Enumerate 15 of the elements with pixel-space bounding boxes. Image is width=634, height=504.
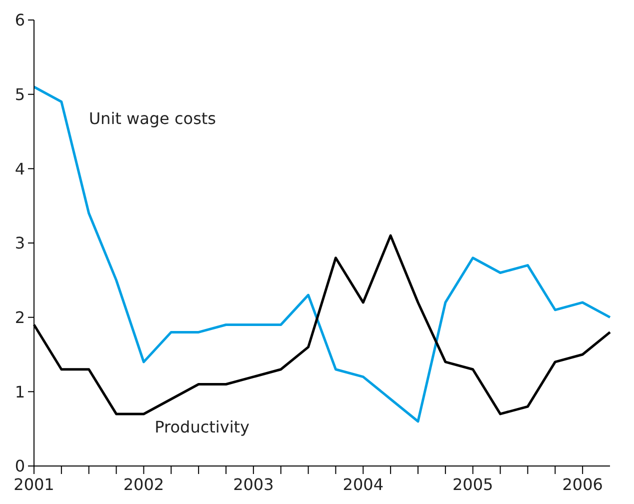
x-tick-label: 2003 [233, 475, 274, 494]
y-tick-label: 5 [14, 84, 25, 104]
y-tick-label: 0 [14, 456, 25, 476]
x-tick-label: 2006 [562, 475, 603, 494]
series-label: Unit wage costs [88, 109, 216, 128]
x-tick-label: 2002 [123, 475, 164, 494]
y-tick-label: 1 [14, 382, 25, 402]
y-tick-label: 6 [14, 10, 25, 30]
y-tick-label: 3 [14, 234, 25, 253]
y-tick-label: 4 [14, 159, 25, 178]
y-tick-label: 2 [14, 308, 25, 327]
x-tick-label: 2005 [452, 475, 494, 494]
x-tick-label: 2004 [342, 475, 384, 494]
series-label: Productivity [154, 418, 250, 437]
x-tick-label: 2001 [14, 475, 54, 494]
